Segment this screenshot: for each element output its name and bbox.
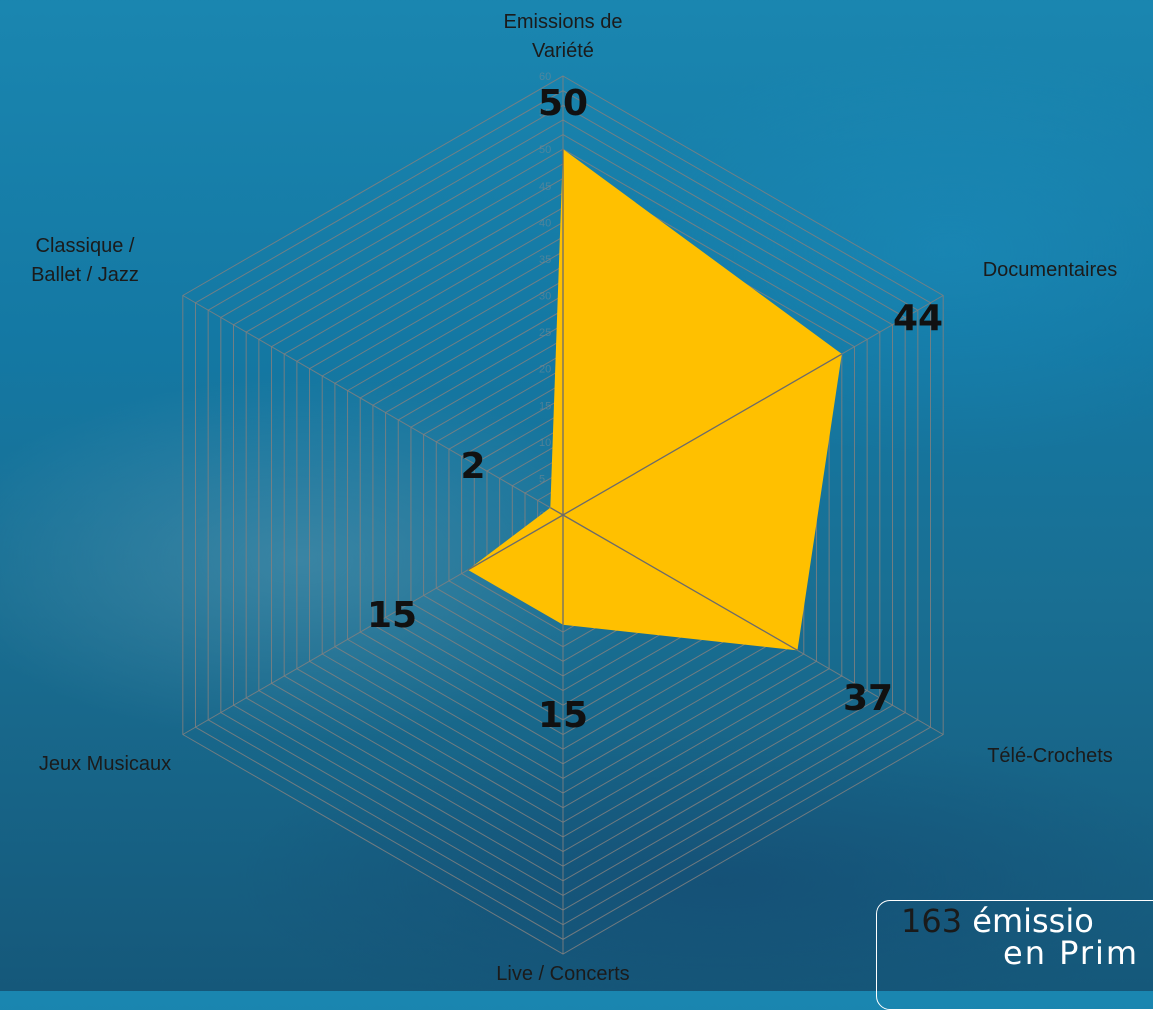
category-label: Classique / xyxy=(36,235,135,257)
series-spoke xyxy=(562,514,798,651)
value-label: 44 xyxy=(893,298,943,339)
tick-label: 40 xyxy=(539,217,551,229)
tick-label: 45 xyxy=(539,181,551,193)
category-label: Variété xyxy=(532,40,594,62)
series-spoke xyxy=(550,507,564,516)
summary-line1: émissio xyxy=(972,902,1094,940)
tick-label: 30 xyxy=(539,291,551,303)
tick-label: 20 xyxy=(539,364,551,376)
category-labels: Emissions de Variété Documentaires Télé-Cro… xyxy=(31,11,1117,985)
tick-label: 50 xyxy=(539,144,551,156)
category-label: Ballet / Jazz xyxy=(31,264,139,286)
category-label: Emissions de xyxy=(504,11,623,33)
tick-label: 5 xyxy=(539,473,545,485)
data-value-labels: 50 44 37 15 15 2 xyxy=(367,83,943,736)
value-label: 2 xyxy=(460,446,485,487)
category-label: Live / Concerts xyxy=(496,963,629,985)
summary-line2: en Prim xyxy=(1003,934,1140,972)
tick-label: 10 xyxy=(539,437,551,449)
tick-label: 55 xyxy=(539,108,551,120)
grid-spoke xyxy=(182,295,564,516)
summary-box: 163 émissio en Prim xyxy=(876,900,1153,1010)
series-spoke xyxy=(562,353,843,516)
tick-label: 25 xyxy=(539,327,551,339)
tick-label: 35 xyxy=(539,254,551,266)
value-label: 37 xyxy=(843,678,893,719)
tick-label: 15 xyxy=(539,400,551,412)
category-label: Jeux Musicaux xyxy=(39,753,171,775)
value-label: 15 xyxy=(367,595,417,636)
summary-count: 163 xyxy=(901,902,963,940)
tick-label: 60 xyxy=(539,71,551,83)
series-spoke xyxy=(467,514,564,571)
value-label: 15 xyxy=(538,695,588,736)
value-label: 50 xyxy=(538,83,588,124)
series-area xyxy=(467,149,842,651)
radar-series xyxy=(467,149,843,651)
radial-tick-labels: 051015202530354045505560 xyxy=(539,71,551,522)
category-label: Documentaires xyxy=(983,259,1118,281)
category-label: Télé-Crochets xyxy=(987,745,1113,767)
